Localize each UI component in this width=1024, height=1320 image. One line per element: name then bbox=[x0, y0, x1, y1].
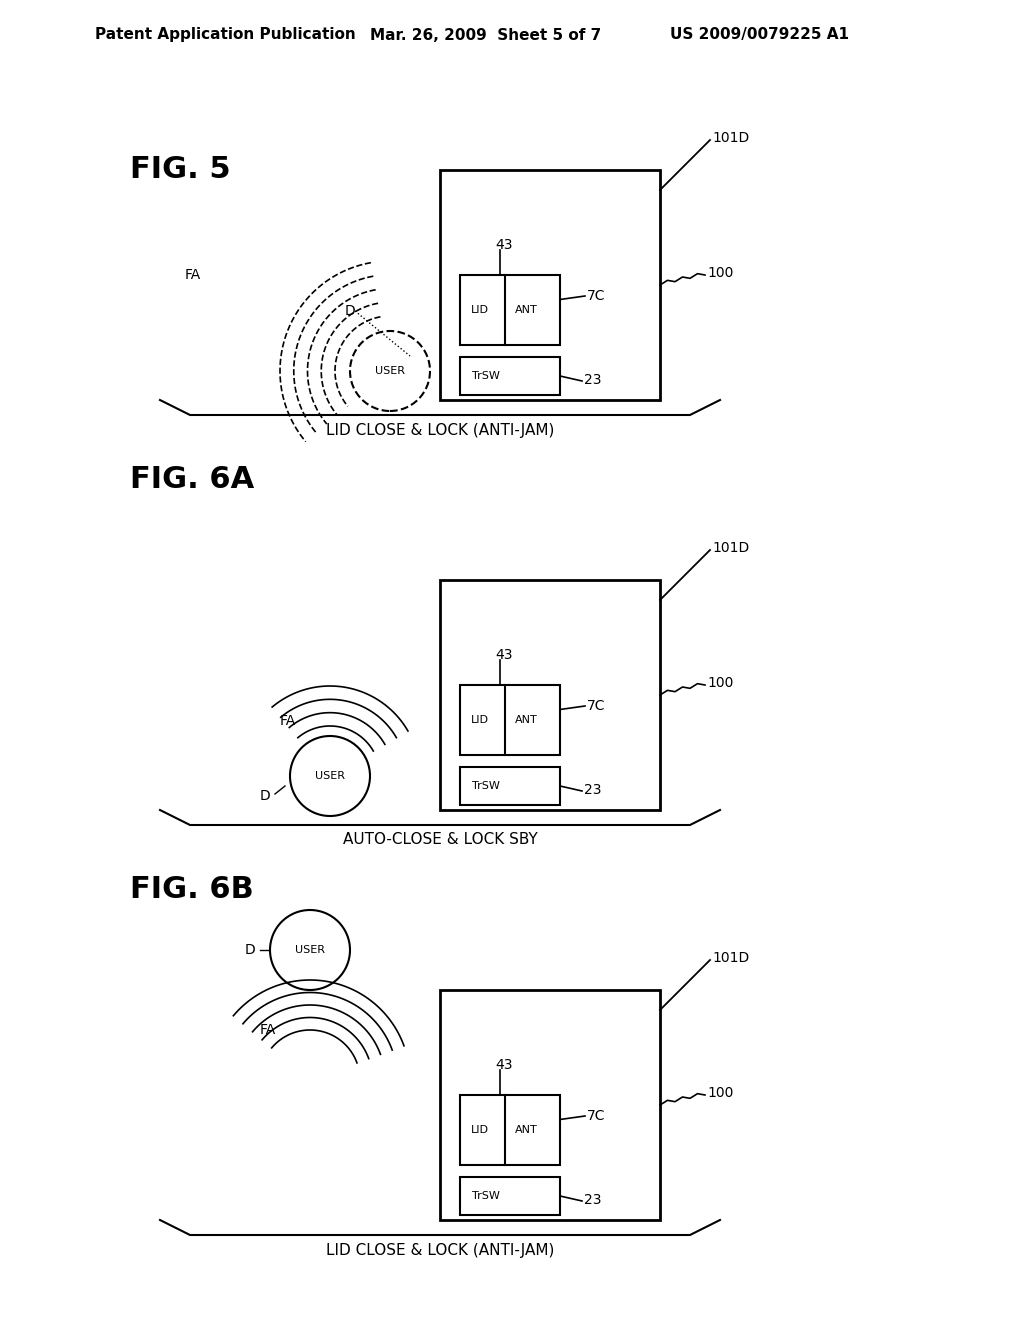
Text: ANT: ANT bbox=[515, 1125, 538, 1135]
Bar bbox=[460, 1096, 560, 1166]
Text: D: D bbox=[345, 304, 355, 318]
Text: 7C: 7C bbox=[587, 1109, 605, 1123]
Bar bbox=[460, 1177, 560, 1214]
Text: FIG. 6A: FIG. 6A bbox=[130, 466, 254, 495]
Text: 101D: 101D bbox=[712, 541, 750, 554]
Text: 7C: 7C bbox=[587, 700, 605, 713]
Text: 43: 43 bbox=[495, 1059, 512, 1072]
Text: FA: FA bbox=[280, 714, 296, 729]
Bar bbox=[460, 767, 560, 805]
Text: LID CLOSE & LOCK (ANTI-JAM): LID CLOSE & LOCK (ANTI-JAM) bbox=[326, 422, 554, 437]
Text: USER: USER bbox=[295, 945, 325, 954]
Text: 100: 100 bbox=[707, 267, 733, 280]
Text: 43: 43 bbox=[495, 648, 512, 663]
Bar bbox=[440, 579, 660, 810]
Text: FIG. 5: FIG. 5 bbox=[130, 156, 230, 185]
Bar bbox=[460, 685, 560, 755]
Text: 100: 100 bbox=[707, 676, 733, 690]
Text: Mar. 26, 2009  Sheet 5 of 7: Mar. 26, 2009 Sheet 5 of 7 bbox=[370, 28, 601, 42]
Text: ANT: ANT bbox=[515, 715, 538, 725]
Text: LID: LID bbox=[471, 1125, 489, 1135]
Text: 101D: 101D bbox=[712, 950, 750, 965]
Text: 23: 23 bbox=[584, 1193, 601, 1206]
Text: Patent Application Publication: Patent Application Publication bbox=[95, 28, 355, 42]
Text: 100: 100 bbox=[707, 1086, 733, 1100]
Text: LID: LID bbox=[471, 305, 489, 315]
Text: FIG. 6B: FIG. 6B bbox=[130, 875, 254, 904]
Text: ANT: ANT bbox=[515, 305, 538, 315]
Text: 43: 43 bbox=[495, 238, 512, 252]
Text: TrSW: TrSW bbox=[472, 1191, 500, 1201]
Bar bbox=[440, 170, 660, 400]
Bar bbox=[460, 356, 560, 395]
Text: LID CLOSE & LOCK (ANTI-JAM): LID CLOSE & LOCK (ANTI-JAM) bbox=[326, 1242, 554, 1258]
Bar bbox=[440, 990, 660, 1220]
Text: USER: USER bbox=[315, 771, 345, 781]
Text: 7C: 7C bbox=[587, 289, 605, 304]
Text: 23: 23 bbox=[584, 783, 601, 797]
Text: FA: FA bbox=[185, 268, 202, 282]
Text: US 2009/0079225 A1: US 2009/0079225 A1 bbox=[670, 28, 849, 42]
Text: LID: LID bbox=[471, 715, 489, 725]
Text: AUTO-CLOSE & LOCK SBY: AUTO-CLOSE & LOCK SBY bbox=[343, 833, 538, 847]
Text: TrSW: TrSW bbox=[472, 781, 500, 791]
Text: 101D: 101D bbox=[712, 131, 750, 145]
Text: FA: FA bbox=[260, 1023, 276, 1038]
Text: D: D bbox=[245, 942, 256, 957]
Text: TrSW: TrSW bbox=[472, 371, 500, 381]
Text: USER: USER bbox=[375, 366, 406, 376]
Text: 23: 23 bbox=[584, 374, 601, 387]
Bar bbox=[460, 275, 560, 345]
Text: D: D bbox=[260, 789, 270, 803]
